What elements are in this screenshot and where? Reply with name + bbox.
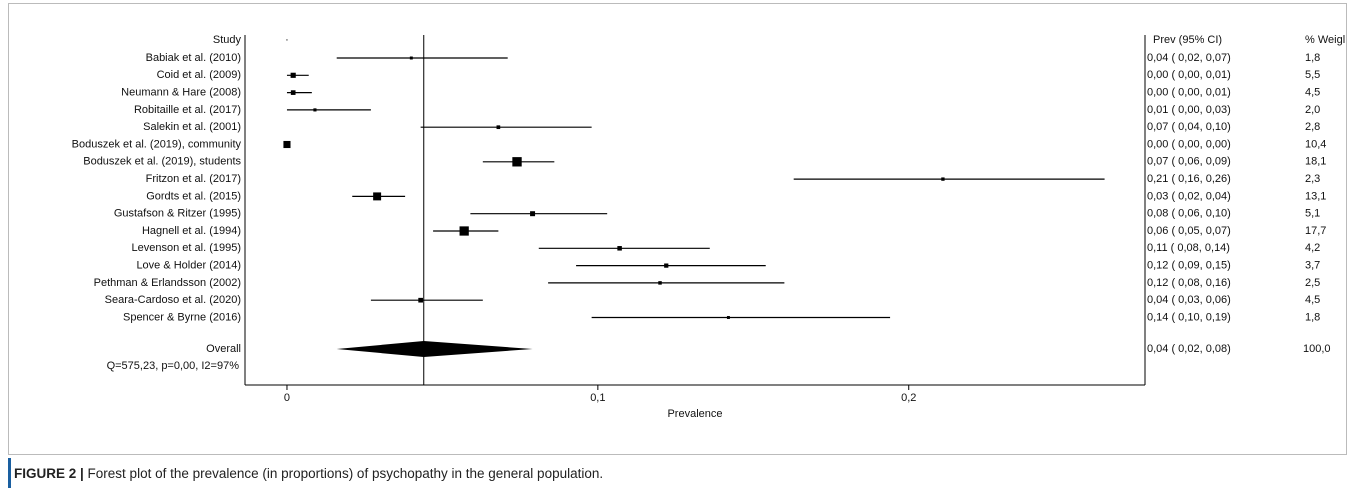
study-label: Levenson et al. (1995) xyxy=(132,242,241,254)
x-tick-label: 0,2 xyxy=(901,392,916,404)
chart: Study Prev (95% CI) % Weigl Overall Q=57… xyxy=(8,3,1347,455)
ci-label: 0,06 ( 0,05, 0,07) xyxy=(1147,225,1231,237)
ci-label: 0,07 ( 0,06, 0,09) xyxy=(1147,156,1231,168)
study-label: Love & Holder (2014) xyxy=(136,260,241,272)
study-label: Robitaille et al. (2017) xyxy=(134,104,241,116)
point-box xyxy=(283,140,291,149)
x-tick-label: 0,1 xyxy=(590,392,605,404)
ci-label: 0,21 ( 0,16, 0,26) xyxy=(1147,173,1231,185)
weight-label: 2,0 xyxy=(1305,104,1320,116)
study-label: Fritzon et al. (2017) xyxy=(146,173,241,185)
ci-label: 0,00 ( 0,00, 0,00) xyxy=(1147,138,1231,150)
point-box xyxy=(658,281,662,285)
heterogeneity: Q=575,23, p=0,00, I2=97% xyxy=(107,360,240,372)
caption-label: FIGURE 2 | xyxy=(14,466,84,481)
study-label: Neumann & Hare (2008) xyxy=(121,87,241,99)
point-box xyxy=(459,226,469,236)
weight-label: 100,0 xyxy=(1303,343,1331,355)
weight-label: 13,1 xyxy=(1305,190,1326,202)
null-dot: · xyxy=(285,34,289,46)
ci-label: 0,14 ( 0,10, 0,19) xyxy=(1147,311,1231,323)
point-box xyxy=(313,108,317,112)
overall-label: Overall xyxy=(206,343,241,355)
x-axis-label: Prevalence xyxy=(667,408,722,420)
ci-label: 0,12 ( 0,08, 0,16) xyxy=(1147,277,1231,289)
point-box xyxy=(496,125,501,130)
point-box xyxy=(290,90,296,95)
ci-label: 0,04 ( 0,03, 0,06) xyxy=(1147,294,1231,306)
ci-label: 0,08 ( 0,06, 0,10) xyxy=(1147,208,1231,220)
weight-label: 1,8 xyxy=(1305,52,1320,64)
ci-label: 0,03 ( 0,02, 0,04) xyxy=(1147,190,1231,202)
weight-label: 2,3 xyxy=(1305,173,1320,185)
x-tick-label: 0 xyxy=(284,392,290,404)
point-box xyxy=(290,72,296,78)
weight-label: 2,8 xyxy=(1305,121,1320,133)
weight-label: 10,4 xyxy=(1305,138,1326,150)
ci-label: 0,00 ( 0,00, 0,01) xyxy=(1147,69,1231,81)
study-label: Hagnell et al. (1994) xyxy=(142,225,241,237)
study-label: Gustafson & Ritzer (1995) xyxy=(114,208,241,220)
caption-bar xyxy=(8,458,11,488)
weight-label: 4,2 xyxy=(1305,242,1320,254)
point-box xyxy=(409,56,413,60)
figure-frame xyxy=(8,3,1347,455)
column-header: Study xyxy=(213,34,242,46)
study-label: Gordts et al. (2015) xyxy=(146,190,241,202)
study-label: Salekin et al. (2001) xyxy=(143,121,241,133)
point-box xyxy=(373,192,382,201)
ci-label: 0,00 ( 0,00, 0,01) xyxy=(1147,87,1231,99)
point-box xyxy=(726,316,730,319)
point-box xyxy=(418,297,423,303)
caption-text: Forest plot of the prevalence (in propor… xyxy=(83,466,604,481)
study-label: Boduszek et al. (2019), community xyxy=(72,138,242,150)
point-box xyxy=(941,177,945,181)
ci-label: 0,07 ( 0,04, 0,10) xyxy=(1147,121,1231,133)
weight-label: 4,5 xyxy=(1305,87,1320,99)
weight-label: 17,7 xyxy=(1305,225,1326,237)
weight-label: 2,5 xyxy=(1305,277,1320,289)
weight-label: 5,5 xyxy=(1305,69,1320,81)
point-box xyxy=(617,246,622,251)
point-box xyxy=(512,157,522,167)
weight-label: 3,7 xyxy=(1305,260,1320,272)
study-label: Coid et al. (2009) xyxy=(157,69,241,81)
weight-label: 18,1 xyxy=(1305,156,1326,168)
point-box xyxy=(530,211,536,217)
ci-label: 0,04 ( 0,02, 0,07) xyxy=(1147,52,1231,64)
study-label: Spencer & Byrne (2016) xyxy=(123,311,241,323)
study-label: Pethman & Erlandsson (2002) xyxy=(94,277,241,289)
weight-label: 4,5 xyxy=(1305,294,1320,306)
column-header: % Weigl xyxy=(1305,34,1345,46)
column-header: Prev (95% CI) xyxy=(1153,34,1222,46)
ci-label: 0,04 ( 0,02, 0,08) xyxy=(1147,343,1231,355)
overall-diamond xyxy=(336,341,533,357)
study-label: Seara-Cardoso et al. (2020) xyxy=(105,294,241,306)
caption: FIGURE 2 | Forest plot of the prevalence… xyxy=(14,466,603,481)
study-label: Boduszek et al. (2019), students xyxy=(83,156,241,168)
point-box xyxy=(664,263,669,268)
weight-label: 5,1 xyxy=(1305,208,1320,220)
ci-label: 0,12 ( 0,09, 0,15) xyxy=(1147,260,1231,272)
ci-label: 0,01 ( 0,00, 0,03) xyxy=(1147,104,1231,116)
ci-label: 0,11 ( 0,08, 0,14) xyxy=(1147,242,1230,254)
study-label: Babiak et al. (2010) xyxy=(146,52,241,64)
weight-label: 1,8 xyxy=(1305,311,1320,323)
